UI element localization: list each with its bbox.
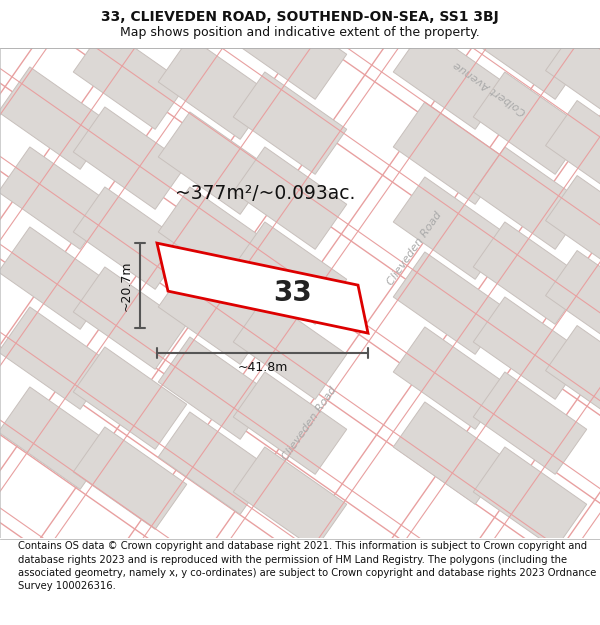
Polygon shape xyxy=(473,0,587,99)
Text: Contains OS data © Crown copyright and database right 2021. This information is : Contains OS data © Crown copyright and d… xyxy=(18,541,596,591)
Polygon shape xyxy=(158,112,272,214)
Polygon shape xyxy=(545,101,600,186)
Polygon shape xyxy=(473,447,587,549)
Polygon shape xyxy=(393,327,507,429)
Polygon shape xyxy=(393,177,507,279)
Polygon shape xyxy=(473,222,587,324)
Polygon shape xyxy=(233,447,347,549)
Polygon shape xyxy=(0,387,112,489)
Polygon shape xyxy=(0,227,112,329)
Polygon shape xyxy=(73,427,187,529)
Polygon shape xyxy=(473,147,587,249)
Polygon shape xyxy=(0,307,112,409)
Polygon shape xyxy=(545,176,600,261)
Polygon shape xyxy=(157,243,368,333)
Polygon shape xyxy=(73,187,187,289)
Polygon shape xyxy=(393,252,507,354)
Polygon shape xyxy=(158,37,272,139)
Polygon shape xyxy=(73,107,187,209)
Polygon shape xyxy=(73,347,187,449)
Polygon shape xyxy=(158,412,272,514)
Polygon shape xyxy=(393,402,507,504)
Polygon shape xyxy=(233,372,347,474)
Text: Map shows position and indicative extent of the property.: Map shows position and indicative extent… xyxy=(120,26,480,39)
Polygon shape xyxy=(233,72,347,174)
Text: 33: 33 xyxy=(274,279,312,307)
Text: Clieveden Road: Clieveden Road xyxy=(281,384,339,462)
Text: Clieveden Road: Clieveden Road xyxy=(386,209,444,287)
Text: ~20.7m: ~20.7m xyxy=(119,261,133,311)
Polygon shape xyxy=(233,0,347,99)
Polygon shape xyxy=(233,297,347,399)
Polygon shape xyxy=(0,67,112,169)
Polygon shape xyxy=(158,187,272,289)
Polygon shape xyxy=(73,267,187,369)
Polygon shape xyxy=(233,222,347,324)
Polygon shape xyxy=(545,26,600,111)
Polygon shape xyxy=(233,147,347,249)
Polygon shape xyxy=(158,337,272,439)
Polygon shape xyxy=(73,27,187,129)
Polygon shape xyxy=(545,326,600,411)
Polygon shape xyxy=(473,72,587,174)
Polygon shape xyxy=(158,262,272,364)
Text: Colbert Avenue: Colbert Avenue xyxy=(452,59,528,117)
Polygon shape xyxy=(0,147,112,249)
Polygon shape xyxy=(393,27,507,129)
Polygon shape xyxy=(473,372,587,474)
Polygon shape xyxy=(545,251,600,336)
Text: 33, CLIEVEDEN ROAD, SOUTHEND-ON-SEA, SS1 3BJ: 33, CLIEVEDEN ROAD, SOUTHEND-ON-SEA, SS1… xyxy=(101,11,499,24)
Text: ~41.8m: ~41.8m xyxy=(238,361,287,374)
Polygon shape xyxy=(473,297,587,399)
Polygon shape xyxy=(393,102,507,204)
Text: ~377m²/~0.093ac.: ~377m²/~0.093ac. xyxy=(175,184,355,203)
